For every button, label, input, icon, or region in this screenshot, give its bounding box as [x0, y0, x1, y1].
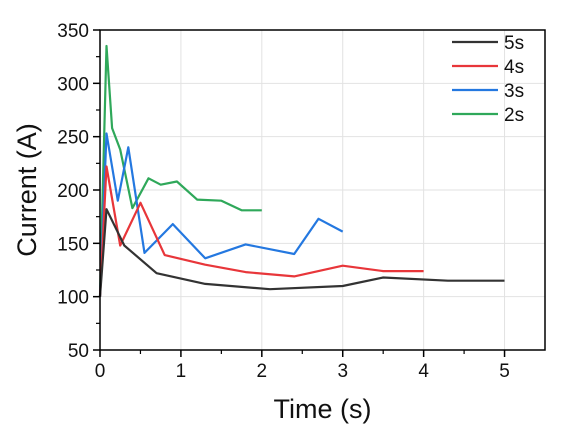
legend-label: 5s [504, 33, 524, 54]
x-tick-label: 4 [418, 361, 429, 382]
series-line-2s [98, 44, 262, 297]
legend-label: 3s [504, 81, 524, 102]
y-tick-label: 250 [57, 128, 89, 149]
x-tick-label: 1 [176, 361, 187, 382]
series-line-3s [98, 132, 344, 297]
axes [93, 29, 546, 357]
x-axis-label: Time (s) [274, 394, 372, 424]
y-tick-label: 150 [57, 234, 89, 255]
x-tick-label: 0 [95, 361, 106, 382]
x-tick-label: 5 [499, 361, 510, 382]
series-line-4s [98, 165, 424, 297]
x-tick-label: 3 [337, 361, 348, 382]
y-tick-label: 50 [68, 341, 89, 362]
y-tick-label: 300 [57, 74, 89, 95]
legend: 5s 4s 3s 2s [452, 33, 524, 126]
y-axis-label: Current (A) [12, 123, 42, 257]
x-tick-label: 2 [257, 361, 268, 382]
tick-labels: 0 1 2 3 4 5 50 100 150 200 250 300 350 [57, 21, 510, 382]
legend-label: 2s [504, 105, 524, 126]
series-line-5s [98, 208, 505, 297]
gridlines [99, 29, 545, 351]
legend-label: 4s [504, 57, 524, 78]
y-tick-label: 200 [57, 181, 89, 202]
y-tick-label: 350 [57, 21, 89, 42]
series-lines [98, 44, 505, 297]
y-tick-label: 100 [57, 288, 89, 309]
